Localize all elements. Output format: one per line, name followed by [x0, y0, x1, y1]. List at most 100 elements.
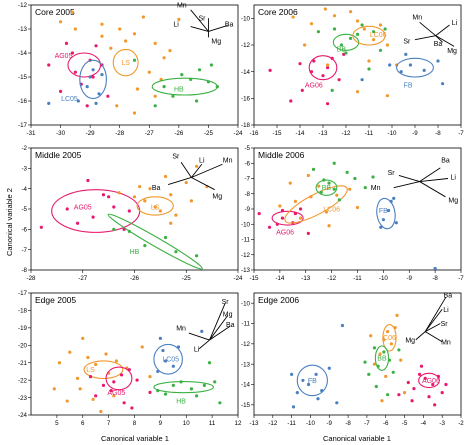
y-tick-label: -17 — [18, 290, 28, 297]
vector-label-li: Li — [451, 174, 457, 181]
x-tick-label: -4 — [421, 420, 427, 427]
ellipse-ag06 — [271, 210, 304, 226]
point-lc05 — [171, 364, 175, 368]
point-lc06 — [324, 210, 329, 214]
point-ls — [65, 399, 69, 403]
vector-sr — [398, 175, 420, 182]
x-tick-label: -14 — [296, 130, 306, 137]
point-bb — [353, 176, 357, 181]
group-label-hb: HB — [176, 399, 186, 406]
point-c06 — [395, 313, 399, 317]
point-c06 — [389, 342, 393, 346]
vector-label-li: Li — [199, 158, 205, 165]
point-ag06 — [410, 399, 414, 403]
point-fb — [306, 382, 311, 387]
point-ag05 — [135, 378, 139, 382]
x-tick-label: 11 — [209, 420, 216, 427]
x-tick-label: -27 — [145, 130, 155, 137]
point-bb — [337, 198, 341, 202]
x-tick-label: -7 — [458, 275, 464, 282]
point-fb — [290, 372, 294, 376]
point-hb — [112, 227, 116, 231]
point-lc06 — [291, 15, 295, 19]
point-ag05 — [106, 94, 110, 98]
x-axis-title-right: Canonical variable 1 — [323, 434, 391, 443]
vector-mn — [419, 21, 436, 37]
vector-label-li: Li — [194, 346, 200, 353]
group-label-bb: BB — [377, 356, 387, 363]
y-tick-label: -11 — [242, 321, 251, 328]
point-c06 — [399, 358, 403, 362]
panel-2: -28 -27 -26 -25 -24 -2 -3 -4 -5 -6 -7 -8 Middle 2005… — [21, 145, 243, 282]
point-bb — [374, 384, 378, 389]
panel-title: Core 2005 — [35, 7, 75, 17]
point-ls — [94, 362, 98, 367]
x-tick-label: -30 — [56, 130, 66, 137]
point-hb — [153, 104, 157, 108]
point-ls — [52, 387, 56, 391]
point-fb — [433, 266, 437, 271]
vector-mg — [191, 177, 215, 191]
ellipse-fb — [396, 57, 434, 78]
point-ls — [70, 10, 74, 14]
point-bb — [367, 67, 371, 71]
x-tick-label: -12 — [342, 130, 352, 137]
y-tick-label: -14 — [18, 50, 28, 57]
vector-label-li: Li — [452, 20, 458, 27]
point-lc06 — [298, 216, 303, 220]
point-ls — [162, 56, 166, 60]
point-bb — [372, 30, 376, 34]
x-tick-label: 10 — [183, 420, 190, 427]
point-bb — [311, 167, 316, 171]
point-lc06 — [355, 19, 360, 23]
vector-mg — [419, 181, 446, 198]
point-ag06 — [280, 216, 285, 220]
point-hb — [174, 250, 178, 254]
point-c06 — [386, 330, 390, 334]
y-tick-label: -10 — [241, 221, 251, 228]
point-lc06 — [288, 181, 292, 185]
x-tick-label: -8 — [435, 130, 441, 137]
vector-label-sr: Sr — [388, 170, 396, 177]
y-tick-label: -7 — [244, 176, 250, 183]
group-label-ag06: AG06 — [305, 83, 323, 90]
x-tick-label: -13 — [301, 275, 311, 282]
point-ag05 — [94, 394, 98, 398]
point-lc06 — [349, 10, 353, 14]
vector-label-ba: Ba — [152, 185, 161, 192]
y-tick-label: -15 — [18, 74, 28, 81]
panel-title: Edge 2005 — [35, 295, 76, 305]
point-lc05 — [163, 359, 168, 363]
y-tick-label: -8 — [21, 267, 27, 274]
vector-mn — [425, 331, 443, 343]
y-tick-label: -15 — [241, 402, 251, 409]
point-ag06 — [298, 207, 303, 211]
point-lc05 — [200, 329, 204, 333]
x-tick-label: -28 — [27, 275, 37, 282]
point-ls — [153, 41, 157, 46]
y-tick-label: -17 — [18, 122, 28, 129]
point-ag05 — [107, 195, 111, 199]
point-ag05 — [127, 209, 131, 213]
ellipse-fb — [296, 364, 328, 397]
vector-label-ba: Ba — [444, 293, 453, 300]
vector-label-mg: Mg — [448, 197, 458, 204]
point-ag06 — [306, 231, 310, 235]
point-ag05 — [101, 193, 106, 197]
group-label-c06: C06 — [383, 335, 396, 342]
point-ag06 — [423, 376, 427, 380]
point-ag06 — [257, 211, 261, 216]
point-lc06 — [355, 90, 360, 94]
y-tick-label: -10 — [241, 300, 251, 307]
ellipse-ag05 — [105, 366, 133, 391]
point-lc06 — [323, 7, 327, 11]
plot-frame — [30, 4, 239, 126]
vector-label-mg: Mg — [212, 193, 222, 200]
y-tick-label: -12 — [18, 2, 28, 9]
point-bb — [382, 350, 386, 354]
point-lc06 — [303, 43, 307, 47]
point-ls — [138, 185, 142, 189]
vector-mn — [191, 163, 223, 178]
ellipse-lc05 — [153, 343, 183, 375]
point-fb — [340, 323, 345, 328]
